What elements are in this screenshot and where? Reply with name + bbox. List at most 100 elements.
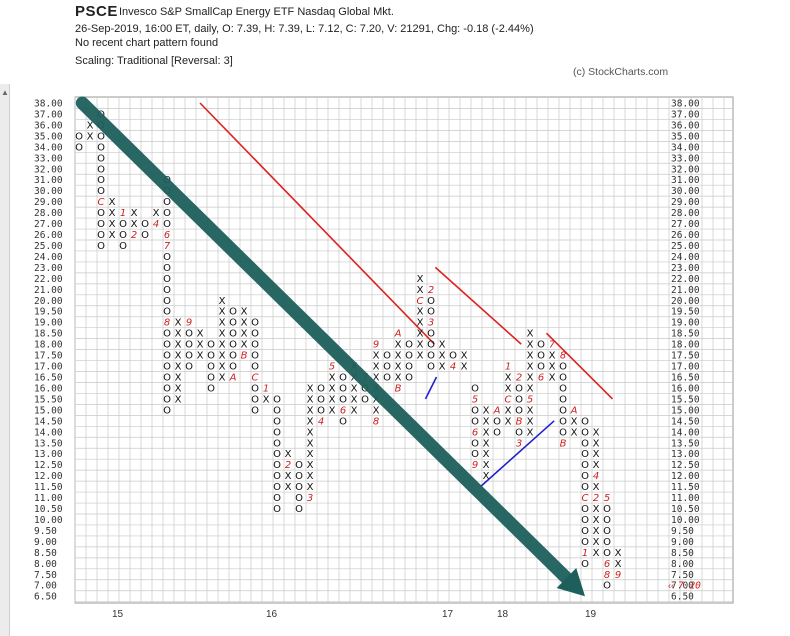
o-box: 6	[472, 427, 478, 438]
x-box: X	[593, 548, 600, 559]
o-box: O	[163, 197, 171, 208]
o-box: O	[229, 318, 237, 329]
x-box: X	[549, 351, 556, 362]
x-tick-label: 19	[585, 609, 597, 620]
x-box: X	[593, 438, 600, 449]
annotation-arrow-shaft	[75, 96, 573, 585]
side-panel-tab[interactable]: ▲	[0, 84, 10, 636]
y-tick-label-left: 14.50	[34, 416, 63, 427]
scaling-info: Scaling: Traditional [Reversal: 3]	[75, 55, 233, 67]
o-box: O	[427, 329, 435, 340]
x-box: X	[527, 383, 534, 394]
y-tick-label-left: 23.00	[34, 263, 63, 274]
y-tick-label-right: 18.50	[671, 329, 700, 340]
x-box: X	[505, 416, 512, 427]
last-price-marker-icon: ‹‹	[668, 581, 674, 591]
x-box: X	[593, 460, 600, 471]
y-tick-label-left: 7.50	[34, 570, 57, 581]
y-tick-label-right: 14.00	[671, 427, 700, 438]
o-box: O	[471, 416, 479, 427]
o-box: O	[427, 351, 435, 362]
o-box: O	[515, 427, 523, 438]
y-tick-label-right: 26.00	[671, 230, 700, 241]
o-box: O	[427, 340, 435, 351]
o-box: O	[493, 427, 501, 438]
x-box: X	[329, 383, 336, 394]
o-box: O	[97, 241, 105, 252]
o-box: 2	[428, 285, 434, 296]
x-box: X	[483, 471, 490, 482]
o-box: 6	[164, 230, 170, 241]
o-box: A	[493, 405, 501, 416]
o-box: O	[471, 449, 479, 460]
o-box: O	[273, 493, 281, 504]
o-box: O	[251, 318, 259, 329]
o-box: C	[98, 197, 105, 208]
o-box: O	[185, 329, 193, 340]
y-tick-label-left: 26.00	[34, 230, 63, 241]
x-box: X	[593, 449, 600, 460]
y-tick-label-left: 9.50	[34, 526, 57, 537]
x-box: X	[373, 351, 380, 362]
o-box: O	[449, 351, 457, 362]
o-box: O	[163, 329, 171, 340]
caret-up-icon: ▲	[1, 88, 9, 97]
x-box: X	[417, 351, 424, 362]
o-box: O	[603, 526, 611, 537]
o-box: O	[295, 493, 303, 504]
x-box: X	[219, 307, 226, 318]
x-box: X	[483, 427, 490, 438]
o-box: 8	[560, 351, 566, 362]
o-box: O	[251, 351, 259, 362]
o-box: O	[273, 504, 281, 515]
x-box: A	[394, 329, 402, 340]
x-box: 2	[131, 230, 137, 241]
x-box: X	[593, 515, 600, 526]
x-box: X	[527, 329, 534, 340]
o-box: O	[229, 329, 237, 340]
o-box: O	[295, 504, 303, 515]
annotation-arrow-head	[556, 567, 585, 597]
y-tick-label-left: 16.50	[34, 373, 63, 384]
o-box: 9	[472, 460, 478, 471]
o-box: O	[427, 296, 435, 307]
o-box: 6	[340, 405, 346, 416]
o-box: O	[339, 373, 347, 384]
o-box: B	[560, 438, 567, 449]
x-box: X	[373, 362, 380, 373]
x-box: X	[307, 427, 314, 438]
y-tick-label-left: 19.50	[34, 307, 63, 318]
x-box: X	[417, 307, 424, 318]
x-box: 8	[373, 416, 379, 427]
x-box: X	[329, 405, 336, 416]
x-box: X	[505, 373, 512, 384]
y-tick-label-left: 35.00	[34, 131, 63, 142]
x-tick-label: 16	[266, 609, 278, 620]
o-box: O	[273, 427, 281, 438]
y-tick-label-right: 34.00	[671, 142, 700, 153]
y-tick-label-left: 16.00	[34, 383, 63, 394]
y-tick-label-right: 10.50	[671, 504, 700, 515]
y-tick-label-right: 35.00	[671, 131, 700, 142]
o-box: O	[97, 175, 105, 186]
o-box: O	[361, 394, 369, 405]
o-box: O	[163, 263, 171, 274]
x-box: X	[329, 394, 336, 405]
y-tick-label-left: 31.00	[34, 175, 63, 186]
y-tick-label-right: 9.50	[671, 526, 694, 537]
o-box: O	[119, 241, 127, 252]
x-box: X	[219, 362, 226, 373]
y-tick-label-right: 31.00	[671, 175, 700, 186]
x-box: X	[571, 416, 578, 427]
x-box: 5	[329, 362, 335, 373]
x-box: X	[219, 351, 226, 362]
o-box: O	[273, 482, 281, 493]
y-tick-label-left: 21.00	[34, 285, 63, 296]
x-box: X	[153, 208, 160, 219]
o-box: O	[603, 537, 611, 548]
x-box: X	[197, 351, 204, 362]
y-tick-label-left: 20.00	[34, 296, 63, 307]
y-tick-label-right: 12.50	[671, 460, 700, 471]
x-box: X	[175, 340, 182, 351]
o-box: O	[581, 515, 589, 526]
